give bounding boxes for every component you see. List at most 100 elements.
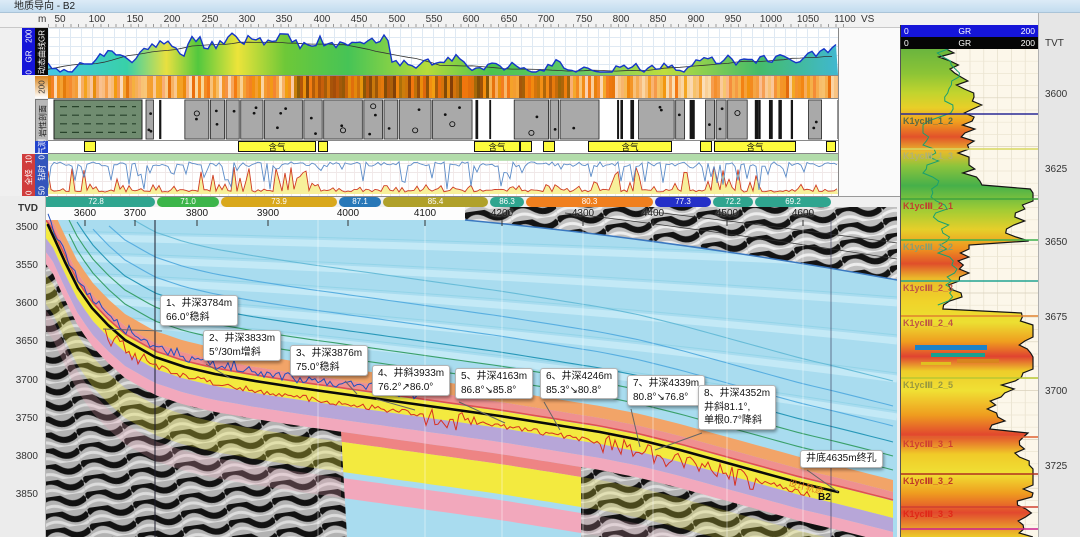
dt-max: 0 <box>37 155 46 160</box>
callout-td[interactable]: 井底4635m终孔 <box>800 450 883 468</box>
callout-2[interactable]: 2、井深3833m 5°/30m增斜 <box>203 330 282 361</box>
segment-value: 87.1 <box>352 197 368 206</box>
gr-header-black: 0 GR 200 <box>900 37 1038 49</box>
ruler-tick: 500 <box>388 14 406 25</box>
gr-scale-min: 0 <box>24 69 33 74</box>
callout-line: 井底4635m终孔 <box>806 453 877 464</box>
segment-pill: 86.3 <box>490 197 524 207</box>
tvt-tick: 3700 <box>1045 386 1068 397</box>
gr-header-name: GR <box>958 26 972 36</box>
th-scale-strip: 0 全烃 10 <box>22 154 35 196</box>
callout-line: 86.8°↘85.8° <box>461 384 517 396</box>
callout-line: 1、井深3784m <box>166 298 233 309</box>
tvd-tick: 3550 <box>15 260 38 271</box>
segment-value: 72.8 <box>88 197 104 206</box>
gas-show-box <box>520 141 532 152</box>
dt-min: 50 <box>37 186 46 195</box>
tvt-axis: TVT 3600 3625 3650 3675 3700 3725 <box>1038 13 1080 537</box>
tvt-tick: 3725 <box>1045 461 1068 472</box>
segment-pill: 85.4 <box>383 197 488 207</box>
ruler-tick: 250 <box>201 14 219 25</box>
ruler-tick: 150 <box>126 14 144 25</box>
segment-value: 71.0 <box>180 197 196 206</box>
tvt-tick: 3675 <box>1045 312 1068 323</box>
title-bar: 地质导向 - B2 <box>0 0 1080 13</box>
tvt-tick: 3625 <box>1045 164 1068 175</box>
lithology-canvas[interactable] <box>48 99 838 140</box>
ruler-tick: 50 <box>54 14 66 25</box>
callout-line: 80.8°↘76.8° <box>633 391 689 403</box>
gr-tvt-log-view[interactable] <box>900 49 1039 537</box>
segment-pill: 87.1 <box>339 197 381 207</box>
callout-5[interactable]: 5、井深4163m 86.8°↘85.8° <box>455 368 534 399</box>
tvd-tick: 3750 <box>15 413 38 424</box>
segment-pill: 72.8 <box>37 197 155 207</box>
ruler-tick: 300 <box>238 14 256 25</box>
colorbar-max: 200 <box>37 80 46 94</box>
vs-axis-label: VS <box>861 14 875 25</box>
ruler-tick: 450 <box>350 14 368 25</box>
tvd-tick: 3850 <box>15 489 38 500</box>
window-title: 地质导向 - B2 <box>14 1 76 12</box>
gr-curve-canvas[interactable] <box>48 28 838 75</box>
vs-ruler: m 50 100 150 200 250 300 350 400 450 500… <box>0 13 1080 28</box>
tvd-axis: TVD 3500 3550 3600 3650 3700 3750 3800 3… <box>0 196 46 537</box>
ruler-tick: 700 <box>537 14 555 25</box>
gr-track-name-strip: 动态曲线GR <box>35 28 48 75</box>
ruler-tick: 600 <box>462 14 480 25</box>
th-name: 全烃 <box>24 169 33 186</box>
callout-7[interactable]: 7、井深4339m 80.8°↘76.8° <box>627 375 706 406</box>
layer-label: K1ycⅢ_3_3 <box>903 509 954 519</box>
tvd-tick: 3650 <box>15 336 38 347</box>
ruler-tick: 900 <box>687 14 705 25</box>
segment-pill: 77.3 <box>655 197 711 207</box>
well-name-label: B2 <box>818 492 831 503</box>
gr-scale-strip: 0 GR 200 <box>22 28 35 75</box>
lithology-track[interactable] <box>48 99 838 141</box>
callout-3[interactable]: 3、井深3876m 75.0°稳斜 <box>290 345 369 376</box>
segment-value: 69.2 <box>785 197 801 206</box>
callout-line: 5、井深4163m <box>461 371 528 382</box>
layer-label: K1ycⅢ_2_4 <box>903 318 954 328</box>
gr-header-min: 0 <box>904 38 909 48</box>
callout-line: 85.3°↘80.8° <box>546 384 602 396</box>
gas-curves-canvas[interactable] <box>48 154 838 196</box>
ruler-tick: 800 <box>612 14 630 25</box>
gr-scale-max: 200 <box>24 29 33 43</box>
gr-curve-track[interactable] <box>48 28 838 76</box>
ruler-tick: 550 <box>425 14 443 25</box>
callout-4[interactable]: 4、井斜3933m 76.2°↗86.0° <box>372 365 451 396</box>
gas-show-box <box>700 141 712 152</box>
callout-line: 井斜81.1°, <box>704 401 751 413</box>
gr-header-max: 200 <box>1020 26 1035 36</box>
th-max: 10 <box>24 155 33 164</box>
ruler-minor-ticks <box>48 24 848 27</box>
segment-pill: 73.9 <box>221 197 337 207</box>
gr-colorband-track[interactable] <box>48 76 838 99</box>
segment-value: 77.3 <box>675 197 691 206</box>
layer-label: K1ycⅢ_3_2 <box>903 476 954 486</box>
callout-6[interactable]: 6、井深4246m 85.3°↘80.8° <box>540 368 619 399</box>
callout-line: 4、井斜3933m <box>378 368 445 379</box>
gr-header-min: 0 <box>904 26 909 36</box>
callout-1[interactable]: 1、井深3784m 66.0°稳斜 <box>160 295 239 326</box>
gas-curves-track[interactable] <box>48 154 838 197</box>
dt-name: 钻时 <box>37 164 46 181</box>
gr-colorband-canvas[interactable] <box>48 76 838 98</box>
callout-line: 76.2°↗86.0° <box>378 381 434 393</box>
ruler-tick: 1100 <box>834 14 856 25</box>
gr-track-name: 动态曲线GR <box>37 29 46 74</box>
callout-line: 3、井深3876m <box>296 348 363 359</box>
tvd-tick: 3600 <box>15 298 38 309</box>
th-min: 0 <box>24 190 33 195</box>
segment-value: 86.3 <box>499 197 515 206</box>
gas-show-box <box>543 141 555 152</box>
layer-label: K1ycⅢ_3_1 <box>903 439 954 449</box>
segment-pill: 69.2 <box>755 197 831 207</box>
callout-8[interactable]: 8、井深4352m 井斜81.1°, 单根0.7°降斜 <box>698 385 777 430</box>
tvd-tick: 3500 <box>15 222 38 233</box>
gas-show-box <box>318 141 328 152</box>
tvd-axis-label: TVD <box>18 203 38 214</box>
gr-header-name: GR <box>958 38 972 48</box>
dt-scale-strip: 50 钻时 0 <box>35 154 48 196</box>
